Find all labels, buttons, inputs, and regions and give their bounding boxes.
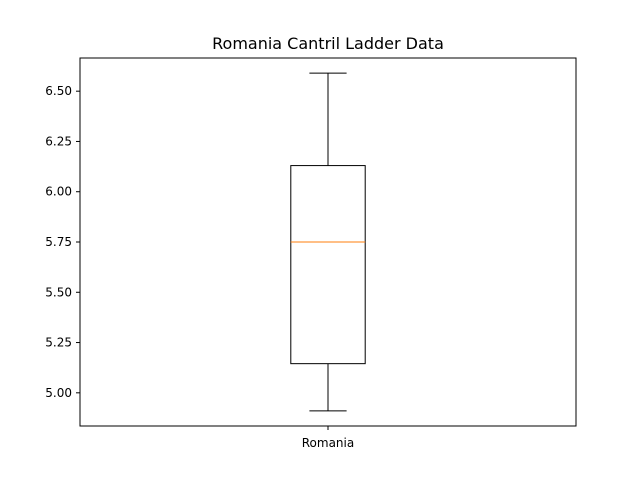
box-iqr bbox=[290, 165, 366, 365]
y-tick-label: 6.25 bbox=[45, 134, 72, 148]
chart-title: Romania Cantril Ladder Data bbox=[212, 34, 444, 53]
y-tick-label: 5.75 bbox=[45, 235, 72, 249]
y-tick-label: 5.50 bbox=[45, 285, 72, 299]
y-tick-label: 5.25 bbox=[45, 336, 72, 350]
x-tick-label: Romania bbox=[302, 436, 354, 450]
y-tick-label: 5.00 bbox=[45, 386, 72, 400]
plot-area: 5.00 5.25 5.50 5.75 6.00 6.25 6.50 Romania bbox=[45, 57, 577, 450]
y-tick-label: 6.00 bbox=[45, 185, 72, 199]
y-tick-label: 6.50 bbox=[45, 84, 72, 98]
